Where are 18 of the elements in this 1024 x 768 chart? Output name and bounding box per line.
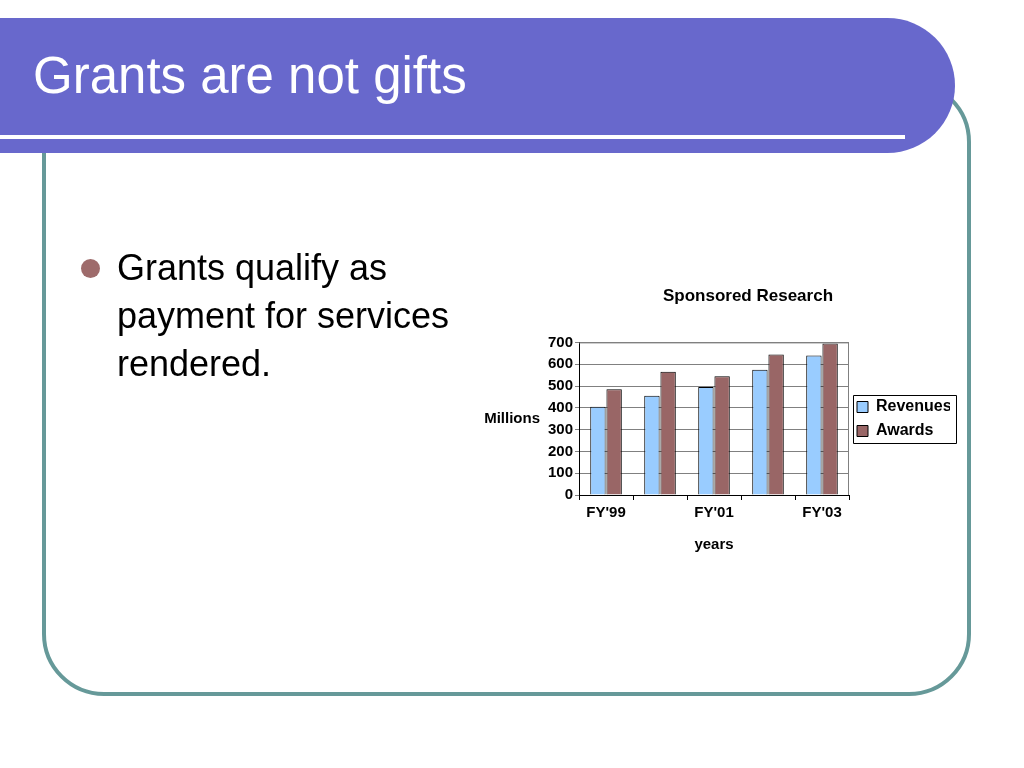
y-tick-label: 100 bbox=[548, 463, 574, 481]
x-tick-label: FY'03 bbox=[802, 503, 842, 521]
legend-label: Awards bbox=[876, 421, 934, 439]
x-tick-label: FY'99 bbox=[586, 503, 626, 521]
y-tick-label: 200 bbox=[548, 441, 574, 459]
y-tick-label: 600 bbox=[548, 354, 574, 372]
y-tick-label: 0 bbox=[564, 485, 574, 503]
y-axis-title: Millions bbox=[484, 408, 540, 426]
text: Grants are not gifts bbox=[33, 46, 467, 106]
y-tick-label: 400 bbox=[548, 397, 574, 415]
chart-title: Sponsored Research bbox=[662, 285, 834, 305]
y-tick-label: 300 bbox=[548, 419, 574, 437]
y-tick-label: 500 bbox=[548, 376, 574, 394]
text: Grants qualify as payment for services rendered. bbox=[117, 246, 451, 386]
x-axis-title: years bbox=[694, 535, 734, 553]
x-tick-label: FY'01 bbox=[694, 503, 734, 521]
y-tick-label: 700 bbox=[548, 332, 574, 350]
legend-label: Revenues bbox=[876, 397, 952, 415]
